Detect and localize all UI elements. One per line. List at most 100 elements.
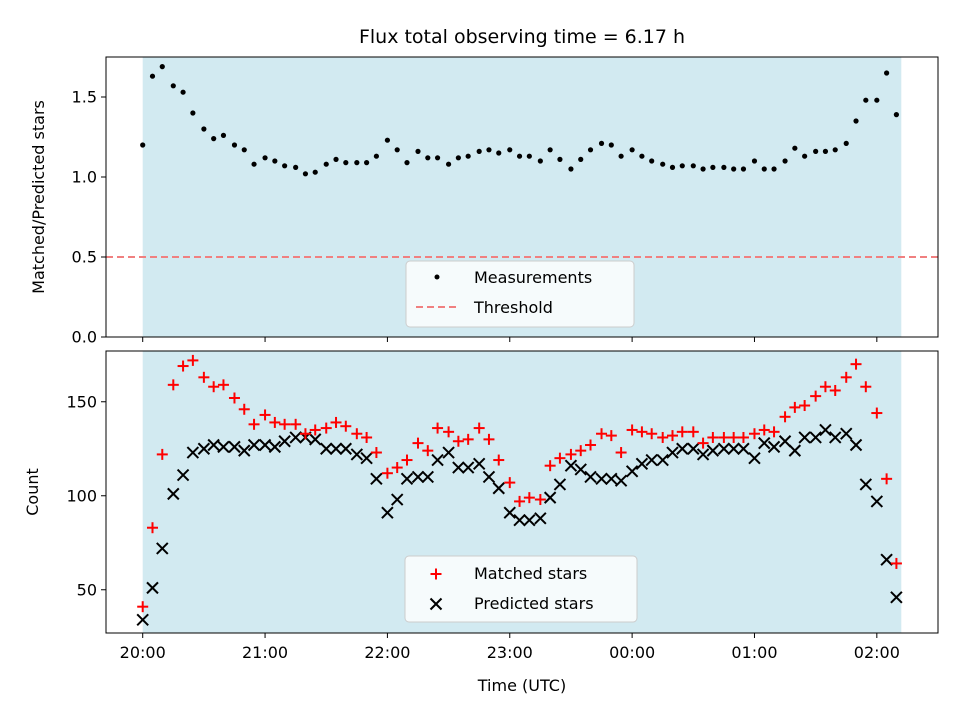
measurement-point (832, 147, 838, 153)
legend-plus (430, 568, 442, 580)
matched-star-point (687, 426, 699, 438)
matched-star-point (381, 467, 393, 479)
measurement-point (282, 163, 288, 169)
measurement-point (140, 142, 146, 148)
measurement-point (731, 166, 737, 172)
chart-title: Flux total observing time = 6.17 h (359, 26, 685, 48)
measurement-point (364, 160, 370, 166)
matched-star-point (585, 439, 597, 451)
matched-star-point (473, 422, 485, 434)
measurement-point (415, 148, 421, 154)
top-legend-box (405, 260, 635, 328)
matched-star-point (676, 426, 688, 438)
matched-star-point (697, 437, 709, 449)
predicted-star-point (309, 433, 322, 446)
predicted-star-point (829, 431, 842, 444)
matched-star-point (391, 462, 403, 474)
predicted-star-point (819, 423, 832, 437)
legend-x (429, 597, 443, 611)
predicted-star-point (767, 440, 781, 454)
matched-star-point (534, 494, 546, 506)
measurement-point (312, 169, 318, 175)
matched-star-point (707, 431, 719, 443)
matched-star-point (605, 430, 617, 442)
bottom-ytick-label: 100 (66, 486, 97, 505)
predicted-star-point (523, 513, 536, 527)
predicted-star-point (136, 613, 149, 627)
predicted-star-point (778, 435, 792, 448)
matched-star-point (443, 426, 455, 438)
matched-star-point (748, 428, 760, 440)
matched-star-point (758, 424, 770, 436)
measurement-point (180, 89, 186, 95)
measurement-point (618, 153, 624, 159)
measurement-point (425, 155, 431, 161)
predicted-star-point (452, 461, 465, 474)
predicted-star-point (411, 470, 425, 484)
predicted-star-point (614, 474, 628, 487)
matched-star-point (881, 473, 893, 485)
matched-star-point (779, 411, 791, 423)
matched-star-point (156, 448, 168, 460)
measurement-point (343, 160, 349, 166)
predicted-star-point (880, 553, 893, 566)
predicted-star-point (503, 506, 516, 519)
predicted-star-point (390, 493, 404, 506)
measurement-point (598, 140, 605, 146)
predicted-star-point (431, 453, 444, 467)
top-ytick-label: 0.0 (72, 328, 97, 347)
predicted-star-point (258, 438, 272, 452)
matched-star-point (290, 418, 302, 430)
predicted-star-point (788, 444, 802, 457)
measurement-point (220, 132, 227, 138)
predicted-star-point (197, 442, 211, 455)
matched-star-point (554, 452, 566, 464)
bottom-ytick-label: 150 (66, 392, 97, 411)
measurement-point (700, 166, 706, 172)
predicted-star-point (758, 436, 771, 450)
x-axis-label: Time (UTC) (477, 676, 566, 695)
measurement-point (608, 142, 614, 148)
predicted-star-point (696, 448, 710, 461)
predicted-star-point (706, 444, 720, 457)
measurement-point (190, 110, 196, 116)
matched-star-point (248, 418, 260, 430)
top-legend: Measurements Threshold (405, 260, 635, 328)
measurement-point (323, 161, 329, 167)
measurement-point (761, 166, 767, 172)
matched-star-point (565, 448, 577, 460)
measurement-point (445, 161, 452, 167)
predicted-star-point (635, 457, 649, 471)
measurement-point (690, 163, 696, 169)
measurement-point (526, 153, 532, 159)
measurement-point (782, 158, 788, 164)
measurement-point (373, 153, 379, 159)
predicted-star-point (727, 442, 740, 455)
measurement-point (211, 136, 217, 142)
matched-star-point (401, 454, 413, 466)
matched-star-point (544, 460, 556, 472)
matched-star-point (789, 401, 801, 413)
matched-star-point (636, 426, 648, 438)
bottom-xtick-label: 22:00 (364, 643, 410, 662)
measurement-point (159, 64, 165, 70)
top-y-axis-label: Matched/Predicted stars (29, 100, 48, 294)
predicted-star-point (400, 472, 414, 486)
measurement-point (649, 158, 655, 164)
matched-star-point (177, 360, 189, 372)
predicted-star-point (247, 438, 261, 452)
measurement-point (201, 126, 207, 132)
measurement-point (710, 164, 716, 170)
matched-star-point (850, 358, 862, 370)
predicted-star-point (217, 440, 230, 454)
measurement-point (354, 160, 360, 166)
measurement-point (496, 150, 502, 156)
measurement-point (547, 147, 553, 153)
matched-star-point (217, 379, 229, 391)
predicted-star-point (381, 506, 394, 519)
matched-star-point (504, 477, 516, 489)
measurement-point (853, 118, 859, 124)
matched-star-point (269, 416, 281, 428)
predicted-star-point (574, 463, 587, 476)
matched-star-point (432, 422, 444, 434)
